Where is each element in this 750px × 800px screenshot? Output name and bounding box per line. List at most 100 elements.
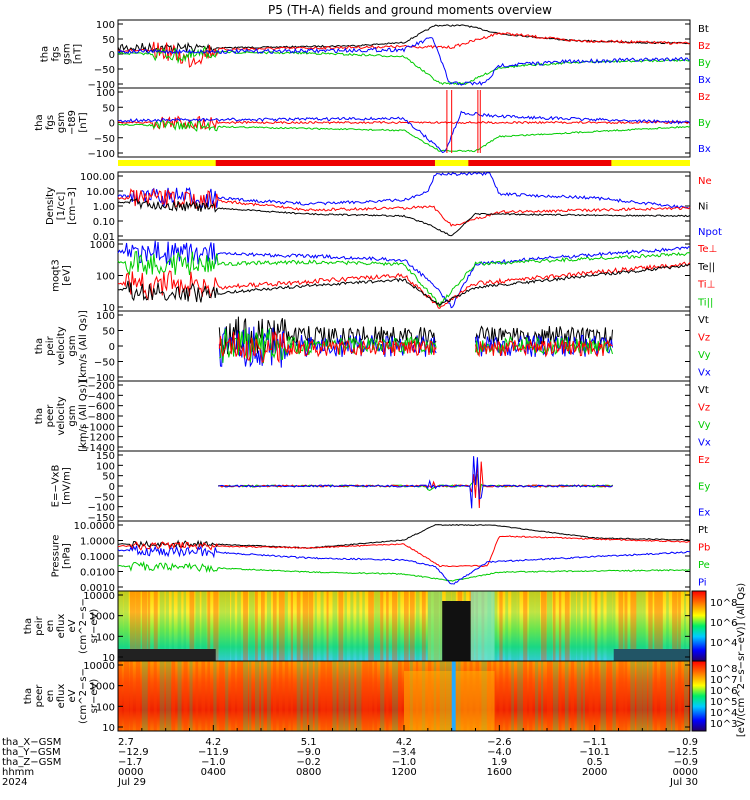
colorbar-peer: [691, 660, 707, 732]
colorbar-tick: 10^6: [710, 618, 737, 629]
ytick-label: 1000: [90, 612, 115, 623]
ylabel-line: gsm: [67, 405, 78, 426]
xaxis-row-name: hhmm: [2, 767, 34, 778]
ytick-label: 0: [109, 50, 115, 61]
xaxis-value: −1.7: [118, 757, 142, 768]
ytick-label: 100: [96, 272, 115, 283]
ylabel-line: E=−VxB: [51, 465, 62, 508]
ytick-label: 100: [96, 461, 115, 472]
ylabel-line: (cm^2−s−: [78, 668, 89, 724]
ytick-label: −100: [88, 149, 115, 160]
ylabel-line: peir: [45, 335, 56, 355]
ytick-label: 0.1000: [80, 552, 115, 563]
ytick-label: −100: [88, 373, 115, 384]
series-Pe: [117, 560, 691, 582]
xaxis-value: Jul 29: [117, 777, 146, 788]
ytick-label: −1200: [81, 433, 115, 444]
ytick-label: 100: [96, 88, 115, 99]
xaxis-value: −1.0: [201, 757, 225, 768]
panel-p6: −200−400−600−800−1000−1200−1400 tha peer ve…: [34, 380, 711, 454]
xaxis-value: 5.1: [301, 737, 317, 748]
panel-p4: 1000 100 10 moqt3 [eV] Te⊥ Te|| Ti⊥ Ti||: [51, 239, 717, 314]
xaxis-value: 0000: [118, 767, 143, 778]
legend-entry: Ni: [698, 202, 708, 213]
ytick-label: −50: [94, 358, 115, 369]
ylabel-line: [nT]: [73, 44, 84, 64]
plot-title: P5 (TH-A) fields and ground moments over…: [268, 3, 552, 17]
ytick-label: 10.0000: [74, 521, 115, 532]
ylabel-line: moqt3: [51, 259, 62, 292]
xaxis-row-name: tha_Z−GSM: [2, 757, 61, 768]
ytick-label: 50: [102, 472, 115, 483]
ylabel-line: eV: [67, 619, 78, 632]
legend-entry: Vz: [698, 403, 710, 414]
panel-frame-p3: [117, 171, 691, 241]
colorbar-peir: [691, 590, 707, 662]
ytick-label: 150: [96, 451, 115, 462]
colorbar-tick: 10^4: [710, 708, 737, 719]
series-Vy: [475, 336, 613, 356]
series-Bx: [117, 110, 691, 154]
xaxis-value: 1600: [487, 767, 512, 778]
ylabel-line: tha: [40, 46, 51, 62]
ylabel-line: tha: [34, 114, 45, 130]
legend-entry: Vy: [698, 420, 711, 431]
series-Te||: [117, 264, 691, 306]
ylabel-line: gsm: [62, 43, 73, 64]
legend-entry: Bz: [698, 92, 710, 103]
xaxis-value: 4.2: [396, 737, 412, 748]
ytick-label: −100: [88, 80, 115, 91]
series-Pi: [117, 545, 691, 585]
ytick-label: 100: [96, 702, 115, 713]
legend-entry: Ti||: [697, 298, 713, 309]
series-Pt: [117, 524, 691, 549]
legend-entry: Vt: [698, 385, 709, 396]
ylabel-line: [nT]: [78, 112, 89, 132]
colorbar-tick: 10^5: [710, 697, 737, 708]
series-Ex: [217, 456, 614, 509]
ylabel-line: en: [45, 620, 56, 633]
xaxis-value: −1.0: [392, 757, 416, 768]
legend-entry: Pt: [698, 525, 708, 536]
ylabel-line: tha: [23, 618, 34, 634]
ytick-label: −150: [88, 513, 115, 524]
series-Vz: [218, 330, 437, 364]
xaxis-value: 0400: [201, 767, 226, 778]
series-Bz: [117, 32, 691, 68]
legend-entry: Bz: [698, 41, 710, 52]
panel-p5: 100 50 0 −50 −100 tha peir velocity gsm [km/s (Al…: [34, 310, 711, 384]
legend-entry: Npot: [698, 227, 722, 238]
ylabel-line: −t89: [67, 110, 78, 135]
ylabel-line: [km/s (All Qs)]: [78, 310, 89, 382]
mode-bar-fast: [468, 160, 612, 166]
xaxis-value: 2.7: [118, 737, 134, 748]
series-Vz: [475, 339, 613, 358]
legend-entry: Vy: [698, 350, 711, 361]
legend-entry: Vt: [698, 315, 709, 326]
series-Ni: [117, 198, 691, 237]
series-Bz: [117, 115, 691, 131]
ytick-label: −1400: [81, 443, 115, 454]
legend-entry: By: [698, 118, 711, 129]
ytick-label: 1.0000: [80, 537, 115, 548]
series-Pb: [117, 535, 691, 568]
legend-entry: Vx: [698, 438, 711, 449]
ylabel-line: (cm^2−s−: [78, 598, 89, 654]
ytick-label: 10: [102, 303, 115, 314]
ylabel-line: eflux: [56, 684, 67, 709]
xaxis-value: 0.5: [587, 757, 603, 768]
panel-p2: 100 50 0 −50 −100 tha fgs gsm −t89 [nT] Bz By Bx: [34, 87, 711, 160]
panel-p3: 100.00 10.00 1.00 0.10 0.01 Density [1/cc] [cm−…: [45, 171, 722, 243]
legend-entry: Pi: [698, 578, 707, 589]
colorbar-tick: 10^8: [710, 598, 737, 609]
ytick-label: −400: [88, 391, 115, 402]
panel-p9: 10000 1000 100 10 tha peir en eflux eV (cm^2−s− sr…: [23, 590, 691, 664]
ylabel-line: eV: [67, 689, 78, 702]
series-Bt: [117, 24, 691, 54]
ytick-label: 0: [109, 342, 115, 353]
ytick-label: 0: [109, 482, 115, 493]
xaxis-value: −0.9: [674, 757, 698, 768]
mode-bar-fast: [215, 160, 435, 166]
ytick-label: −50: [94, 65, 115, 76]
xaxis-row-name: tha_X−GSM: [2, 737, 61, 748]
